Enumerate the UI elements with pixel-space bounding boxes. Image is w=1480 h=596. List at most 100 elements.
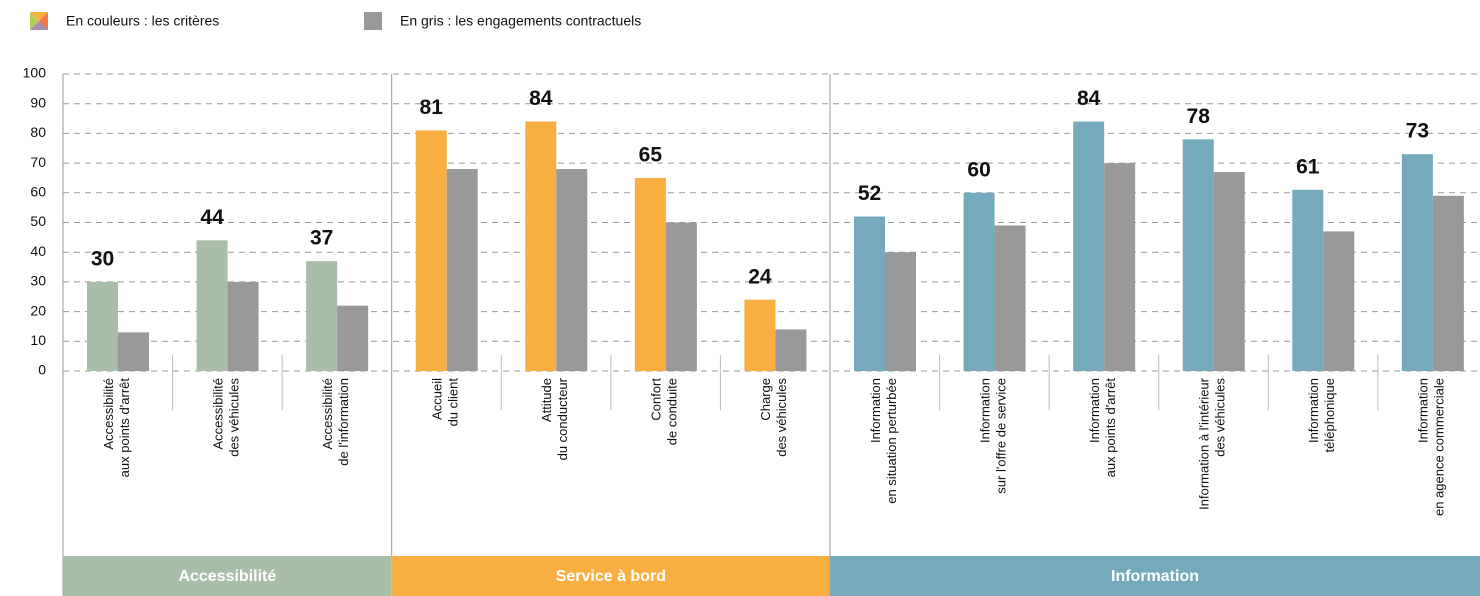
bar (446, 169, 478, 371)
x-tick-line: Accessibilité (211, 378, 226, 450)
bar (634, 177, 666, 371)
bar (1401, 154, 1433, 371)
x-tick-label: Informationen situation perturbée (868, 378, 899, 504)
bar (337, 305, 369, 371)
y-tick-label: 40 (30, 243, 46, 259)
group-label: Information (1111, 568, 1199, 585)
x-tick-line: des véhicules (227, 378, 242, 457)
bar (994, 225, 1026, 371)
x-tick-label: Accessibilitéaux points d'arrêt (101, 378, 132, 478)
data-label: 44 (200, 206, 224, 229)
legend-swatch (364, 12, 382, 30)
x-tick-line: aux points d'arrêt (117, 378, 132, 478)
data-label: 61 (1296, 155, 1320, 178)
group-band (830, 556, 1480, 596)
group-band (63, 556, 392, 596)
legend-icon (30, 12, 39, 30)
x-tick-label: Accessibilitéde l'information (320, 378, 351, 466)
x-tick-line: sur l'offre de service (994, 378, 1009, 494)
legend-label: En gris : les engagements contractuels (400, 13, 641, 29)
x-tick-line: des véhicules (1213, 378, 1228, 457)
bar (1292, 189, 1324, 371)
x-tick-line: de l'information (336, 378, 351, 466)
data-label: 73 (1406, 120, 1429, 143)
bar (1104, 163, 1136, 371)
bar (665, 222, 697, 371)
x-tick-line: du conducteur (556, 377, 571, 460)
x-tick-label: Confortde conduite (649, 378, 680, 446)
data-label: 65 (639, 143, 663, 166)
data-label: 30 (91, 247, 114, 270)
x-tick-line: Accessibilité (101, 378, 116, 450)
x-tick-label: Informationen agence commerciale (1416, 378, 1447, 516)
data-label: 81 (420, 96, 444, 119)
data-label: 24 (748, 265, 772, 288)
data-label: 37 (310, 227, 333, 250)
x-tick-line: en situation perturbée (884, 378, 899, 504)
y-tick-label: 90 (30, 94, 46, 110)
bar (1073, 121, 1105, 372)
x-tick-label: Accueildu client (430, 378, 461, 427)
x-tick-label: Accessibilitédes véhicules (211, 378, 242, 457)
x-tick-label: Informationaux points d'arrêt (1087, 378, 1118, 478)
x-tick-line: Information (978, 378, 993, 443)
x-tick-label: Informationsur l'offre de service (978, 378, 1009, 494)
x-tick-label: Informationtéléphonique (1307, 378, 1338, 452)
bar (744, 299, 776, 371)
bar (1213, 172, 1245, 371)
bar (196, 240, 228, 371)
x-tick-label: Chargedes véhicules (759, 378, 790, 457)
bar (1182, 139, 1214, 371)
y-tick-label: 0 (38, 362, 46, 378)
legend-icon (39, 12, 48, 30)
group-label: Service à bord (556, 568, 666, 585)
legend-icon (30, 12, 48, 21)
x-tick-label: Information à l'intérieurdes véhicules (1197, 377, 1228, 509)
x-tick-line: des véhicules (775, 378, 790, 457)
x-tick-line: Information (1307, 378, 1322, 443)
bar (525, 121, 557, 372)
data-label: 60 (967, 158, 990, 181)
x-tick-line: de conduite (665, 378, 680, 445)
x-tick-line: Information (868, 378, 883, 443)
y-tick-label: 30 (30, 273, 46, 289)
y-tick-label: 70 (30, 154, 46, 170)
y-tick-label: 100 (23, 65, 47, 81)
group-band (391, 556, 830, 596)
x-tick-line: Accueil (430, 378, 445, 420)
bar (1432, 195, 1464, 371)
data-label: 84 (529, 87, 553, 110)
bar (854, 216, 885, 371)
bar (885, 252, 916, 371)
legend-icon (30, 21, 48, 30)
legend-label: En couleurs : les critères (66, 13, 219, 29)
x-tick-label: Attitudedu conducteur (540, 377, 571, 460)
bar (87, 281, 118, 371)
data-label: 52 (858, 182, 881, 205)
bar (556, 169, 588, 371)
bar (227, 281, 259, 371)
legend: En couleurs : les critères En gris : les… (30, 12, 641, 30)
data-label: 78 (1187, 105, 1211, 128)
data-label: 84 (1077, 87, 1101, 110)
bar (306, 261, 338, 371)
x-tick-line: Information à l'intérieur (1197, 377, 1212, 509)
x-tick-line: aux points d'arrêt (1103, 378, 1118, 478)
y-tick-label: 20 (30, 302, 46, 318)
x-tick-line: du client (446, 378, 461, 427)
x-tick-line: Information (1087, 378, 1102, 443)
x-tick-line: Attitude (540, 378, 555, 422)
x-tick-line: Charge (759, 378, 774, 421)
bar (415, 130, 447, 371)
bar (963, 192, 995, 371)
bar (118, 332, 149, 371)
x-tick-line: Confort (649, 378, 664, 421)
x-tick-line: Accessibilité (320, 378, 335, 450)
x-tick-line: téléphonique (1323, 378, 1338, 452)
group-label: Accessibilité (178, 568, 276, 585)
y-tick-label: 80 (30, 124, 46, 140)
y-tick-label: 60 (30, 184, 46, 200)
bar (1323, 231, 1355, 371)
x-tick-line: Information (1416, 378, 1431, 443)
